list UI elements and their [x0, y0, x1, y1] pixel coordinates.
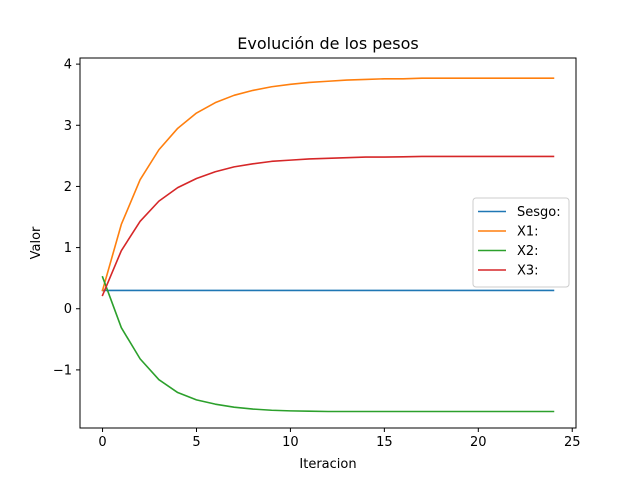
- x-tick-label: 5: [192, 435, 200, 450]
- legend-label: X1:: [517, 225, 539, 240]
- series-layer: [101, 77, 555, 413]
- plot-frame: [79, 57, 577, 429]
- series-line-3: [101, 275, 555, 413]
- y-axis: −1 0 1 2 3 4: [53, 58, 80, 378]
- y-tick-label: 4: [64, 58, 72, 73]
- y-tick-label: 2: [64, 180, 72, 195]
- y-tick-label: −1: [53, 363, 72, 378]
- series-line-2: [101, 77, 555, 292]
- legend-label: X2:: [517, 244, 539, 259]
- x-tick-label: 15: [376, 435, 393, 450]
- y-axis-label: Valor: [29, 226, 44, 259]
- x-tick-label: 20: [470, 435, 487, 450]
- series-line-4: [101, 155, 555, 297]
- x-axis: 0 5 10 15 20 25: [98, 428, 581, 450]
- legend-label: Sesgo:: [517, 205, 561, 220]
- x-axis-label: Iteracion: [299, 457, 356, 472]
- y-tick-label: 0: [64, 302, 72, 317]
- x-tick-label: 0: [98, 435, 106, 450]
- x-tick-label: 25: [564, 435, 581, 450]
- x-tick-label: 10: [282, 435, 299, 450]
- y-tick-label: 1: [64, 241, 72, 256]
- chart-title: Evolución de los pesos: [237, 34, 418, 53]
- legend-box: [472, 197, 570, 288]
- legend: Sesgo: X1: X2: X3:: [472, 197, 570, 288]
- y-tick-label: 3: [64, 119, 72, 134]
- plot-area: [79, 57, 577, 429]
- legend-label: X3:: [517, 264, 539, 279]
